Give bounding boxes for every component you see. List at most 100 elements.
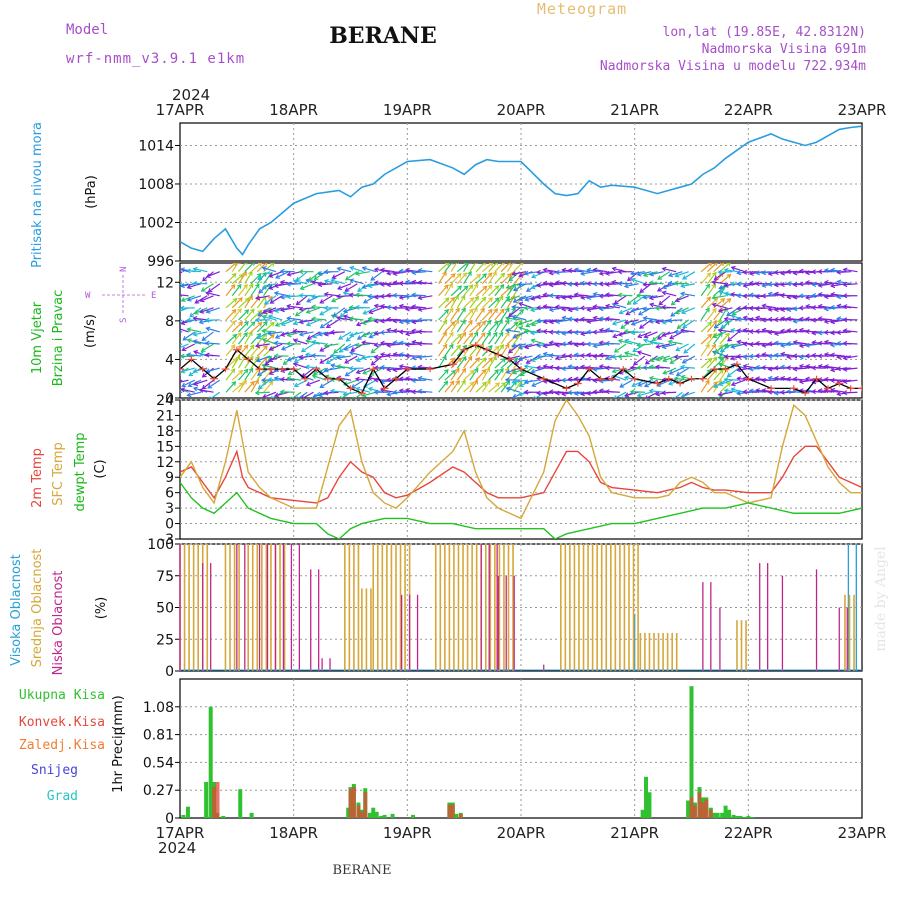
wind-arrowhead-252 — [308, 276, 314, 282]
precip-total-bar-29 — [686, 800, 691, 818]
wind-arrowhead-1098 — [786, 281, 791, 287]
wind-arrowhead-1190 — [842, 366, 848, 372]
wind-arrow-4 — [180, 343, 183, 346]
wind-arrow-680 — [549, 283, 564, 286]
cloud-bars — [179, 544, 862, 671]
wind-arrow-83 — [225, 309, 237, 321]
wind-arrow-1089 — [787, 390, 802, 393]
wind-arrowhead-421 — [404, 353, 410, 359]
wind-arrow-225 — [293, 330, 308, 333]
wind-arrow-552 — [494, 358, 506, 369]
wind-arrow-102 — [238, 344, 249, 357]
wind-arrowhead-1137 — [811, 340, 817, 346]
wind-speed-marker-45 — [744, 375, 753, 382]
wind-arrowhead-524 — [481, 296, 487, 302]
wind-arrowhead-1073 — [773, 317, 779, 323]
wind-speed-marker-4 — [221, 366, 230, 373]
wind-arrow-60 — [201, 331, 214, 341]
wind-arrowhead-1132 — [804, 270, 810, 276]
wind-speed-marker-11 — [301, 375, 310, 382]
wind-arrow-171 — [262, 315, 277, 321]
wind-arrow-655 — [537, 319, 552, 322]
wind-arrowhead-900 — [673, 280, 679, 286]
wind-arrowhead-373 — [373, 267, 379, 273]
wind-arrowhead-418 — [404, 387, 410, 393]
wind-arrowhead-1133 — [811, 389, 817, 395]
precip-total-bar-7 — [238, 789, 243, 818]
wind-arrowhead-780 — [605, 270, 610, 276]
wind-arrow-271 — [319, 307, 333, 316]
wind-arrow-893 — [676, 367, 689, 376]
wind-arrowhead-267 — [319, 359, 325, 364]
wind-arrowhead-1135 — [811, 365, 816, 371]
wind-arrowhead-220 — [296, 396, 298, 398]
wind-arrowhead-357 — [368, 333, 374, 339]
wind-arrow-180 — [269, 343, 283, 351]
wind-arrowhead-923 — [707, 263, 713, 267]
wind-arrowhead-604 — [508, 276, 514, 282]
dewpt-line — [180, 481, 862, 539]
wind-arrow-59 — [201, 343, 214, 352]
wind-arrow-109 — [238, 263, 247, 273]
ytick-2-7: 18 — [156, 424, 174, 440]
wind-arrow-1148 — [818, 342, 833, 345]
wind-arrow-611 — [512, 315, 527, 321]
wind-arrowhead-197 — [275, 274, 281, 279]
wind-arrow-439 — [412, 271, 427, 274]
wind-arrowhead-65 — [201, 276, 207, 282]
wind-arrowhead-912 — [682, 275, 687, 280]
wind-arrowhead-485 — [461, 367, 467, 373]
wind-arrowhead-332 — [355, 369, 361, 375]
wind-arrowhead-983 — [723, 343, 729, 349]
wind-arrowhead-673 — [548, 364, 554, 370]
wind-arrow-175 — [262, 267, 277, 273]
wind-arrow-814 — [630, 390, 645, 393]
wind-arrow-830 — [637, 331, 652, 338]
wind-arrowhead-703 — [561, 267, 567, 273]
wind-arrow-111 — [244, 368, 253, 381]
wind-arrow-1006 — [737, 329, 752, 333]
wind-arrowhead-473 — [455, 379, 460, 385]
wind-arrowhead-867 — [656, 287, 662, 292]
wind-arrowhead-490 — [461, 307, 466, 313]
wind-speed-marker-36 — [630, 375, 639, 382]
wind-arrowhead-817 — [633, 360, 638, 366]
wind-arrowhead-829 — [636, 342, 642, 348]
wind-arrow-126 — [250, 322, 262, 333]
wind-arrowhead-360 — [367, 293, 373, 299]
wind-arrow-955 — [719, 274, 731, 285]
wind-arrow-904 — [680, 366, 695, 369]
wind-arrowhead-484 — [461, 379, 466, 385]
wind-arrowhead-46 — [192, 368, 198, 374]
wind-arrowhead-497 — [467, 355, 473, 361]
wind-arrowhead-811 — [626, 300, 632, 305]
wind-arrow-1121 — [799, 270, 814, 273]
wind-arrowhead-792 — [621, 396, 624, 398]
wind-arrowhead-407 — [398, 388, 404, 394]
wind-arrowhead-554 — [498, 331, 504, 337]
wind-arrowhead-1076 — [773, 282, 779, 288]
wind-arrow-1161 — [824, 319, 839, 323]
wind-arrow-610 — [513, 331, 527, 339]
wind-arrowhead-696 — [561, 353, 566, 359]
wind-arrow-341 — [362, 391, 377, 397]
pressure-axis-label: Pritisak na nivou mora — [30, 122, 45, 268]
wind-arrow-447 — [418, 307, 433, 311]
wind-arrow-457 — [438, 309, 449, 321]
wind-arrow-890 — [668, 271, 683, 277]
wind-arrowhead-331 — [354, 376, 360, 382]
wind-arrowhead-813 — [626, 276, 632, 282]
wind-arrow-1173 — [830, 306, 845, 309]
wind-arrow-466 — [444, 332, 454, 345]
wind-arrowhead-1039 — [754, 328, 760, 334]
wind-arrowhead-1005 — [736, 339, 742, 345]
ytick-4-2: 0.54 — [143, 755, 174, 771]
wind-arrowhead-740 — [586, 352, 592, 358]
ytick-0-0: 996 — [147, 254, 174, 270]
wind-arrowhead-765 — [598, 316, 604, 322]
wind-arrow-661 — [543, 379, 558, 383]
wind-arrow-1152 — [818, 293, 833, 297]
wind-speed-marker-18 — [380, 385, 389, 392]
watermark: made by Angel — [873, 546, 889, 652]
wind-arrowhead-316 — [342, 290, 348, 296]
